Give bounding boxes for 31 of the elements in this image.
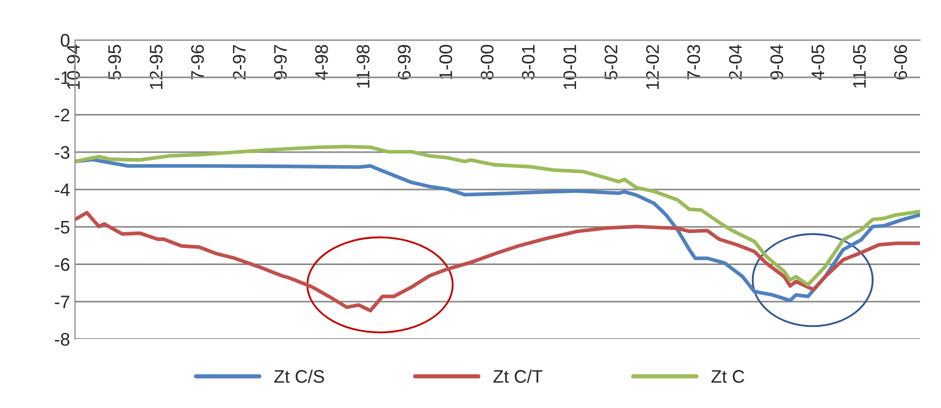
x-tick-label: 7-03 — [687, 44, 700, 80]
y-tick-label: -7 — [54, 296, 70, 308]
x-tick-label: 5-95 — [108, 44, 121, 80]
legend-label: Zt C/S — [274, 370, 324, 383]
x-tick-label: 10-01 — [563, 45, 576, 89]
x-tick-label: 4-98 — [315, 44, 328, 80]
y-tick-label: 0 — [60, 34, 70, 47]
x-tick-label: 2-04 — [729, 44, 742, 80]
legend-label: Zt C — [711, 370, 744, 383]
x-tick-label: 3-01 — [522, 45, 535, 80]
y-tick-label: -8 — [54, 332, 70, 346]
y-tick-label: -3 — [54, 146, 70, 159]
y-tick-label: -5 — [54, 220, 70, 234]
x-tick-label: 9-04 — [770, 44, 784, 80]
x-tick-label: 2-97 — [232, 45, 246, 80]
x-tick-label: 11-05 — [853, 44, 866, 88]
x-tick-label: 12-02 — [646, 45, 659, 89]
y-tick-label: -1 — [54, 71, 70, 84]
y-tick-label: -2 — [54, 108, 70, 122]
y-tick-label: -6 — [54, 258, 70, 271]
x-tick-label: 5-02 — [604, 45, 618, 80]
legend-label: Zt C/T — [493, 370, 543, 383]
line-series — [75, 144, 920, 287]
x-tick-label: 11-98 — [356, 44, 370, 88]
line-series — [75, 158, 920, 302]
x-tick-label: 1-00 — [439, 44, 452, 79]
x-tick-label: 12-95 — [150, 44, 163, 89]
y-tick-label: -4 — [54, 184, 70, 196]
x-tick-label: 7-96 — [191, 44, 204, 80]
x-tick-label: 4-05 — [812, 44, 824, 80]
line-series — [75, 210, 920, 312]
